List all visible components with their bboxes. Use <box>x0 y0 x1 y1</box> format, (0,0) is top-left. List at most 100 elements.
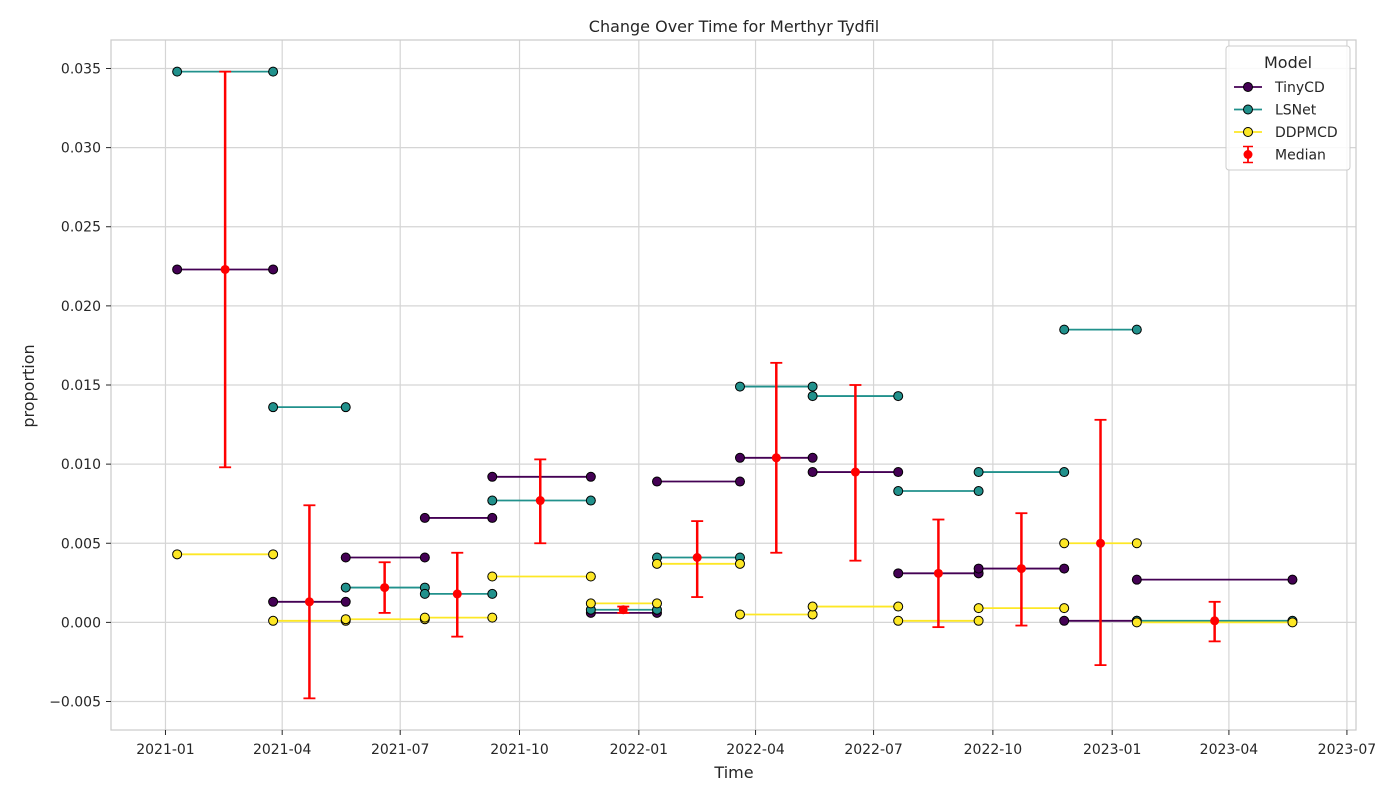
legend-label-median: Median <box>1275 148 1326 164</box>
legend-marker-tinycd <box>1243 82 1253 92</box>
median-point <box>692 553 702 562</box>
data-point-ddpmcd <box>893 601 904 612</box>
data-point-ddpmcd <box>1059 538 1070 549</box>
data-point-lsnet <box>734 381 745 392</box>
data-point-ddpmcd <box>419 612 430 623</box>
y-tick-label: 0.020 <box>61 299 101 315</box>
median-layer <box>219 70 1221 700</box>
data-point-ddpmcd <box>585 571 596 582</box>
data-point-ddpmcd <box>651 598 662 609</box>
median-point <box>380 583 390 593</box>
data-point-ddpmcd <box>973 603 984 614</box>
x-axis-ticks: 2021-01 2021-04 2021-07 2021-10 2022-01 2022-… <box>136 730 1376 758</box>
median-point <box>1016 564 1026 574</box>
data-point-ddpmcd <box>1059 603 1070 614</box>
y-tick-label: 0.010 <box>61 457 101 473</box>
data-point-lsnet <box>487 588 498 599</box>
legend-label-lsnet: LSNet <box>1275 103 1317 119</box>
x-tick-label: 2022-07 <box>844 742 903 758</box>
data-point-tinycd <box>734 476 745 487</box>
data-point-ddpmcd <box>893 615 904 626</box>
data-point-tinycd <box>487 512 498 523</box>
data-point-tinycd <box>585 471 596 482</box>
data-point-ddpmcd <box>1287 617 1298 628</box>
y-tick-label: 0.015 <box>61 378 101 394</box>
data-point-lsnet <box>807 381 818 392</box>
legend-label-ddpmcd: DDPMCD <box>1275 125 1338 141</box>
data-point-ddpmcd <box>1131 617 1142 628</box>
data-point-lsnet <box>172 66 183 77</box>
median-point <box>1096 538 1106 548</box>
legend-title: Model <box>1264 53 1312 72</box>
data-point-lsnet <box>973 467 984 478</box>
data-point-tinycd <box>340 596 351 607</box>
legend-marker-ddpmcd <box>1243 127 1253 137</box>
chart-title: Change Over Time for Merthyr Tydfil <box>589 17 879 36</box>
data-point-lsnet <box>893 391 904 402</box>
data-point-tinycd <box>268 264 279 275</box>
data-point-ddpmcd <box>172 549 183 560</box>
x-tick-label: 2023-04 <box>1200 742 1259 758</box>
legend: Model TinyCD LSNet DDPMCD Median <box>1225 45 1351 171</box>
data-point-ddpmcd <box>734 558 745 569</box>
median-point <box>304 597 314 607</box>
data-point-ddpmcd <box>585 598 596 609</box>
data-point-lsnet <box>340 582 351 593</box>
y-tick-label: −0.005 <box>49 695 101 711</box>
data-point-tinycd <box>1131 574 1142 585</box>
data-point-tinycd <box>893 467 904 478</box>
y-axis-title: proportion <box>19 344 38 427</box>
data-point-ddpmcd <box>268 615 279 626</box>
data-point-ddpmcd <box>734 609 745 620</box>
data-point-tinycd <box>807 467 818 478</box>
data-point-tinycd <box>419 552 430 563</box>
data-point-ddpmcd <box>651 558 662 569</box>
y-axis-ticks: −0.005 0.000 0.005 0.010 0.015 0.020 0.025 0.03… <box>49 61 111 711</box>
data-point-lsnet <box>585 495 596 506</box>
median-point <box>850 467 860 477</box>
legend-marker-lsnet <box>1243 104 1253 115</box>
x-tick-label: 2021-10 <box>490 742 549 758</box>
data-point-tinycd <box>268 596 279 607</box>
y-tick-label: 0.000 <box>61 615 101 631</box>
median-point <box>1210 616 1220 626</box>
data-point-tinycd <box>419 512 430 523</box>
data-point-lsnet <box>807 391 818 402</box>
legend-entries: TinyCD LSNet DDPMCD Median <box>1234 80 1338 164</box>
data-point-lsnet <box>487 495 498 506</box>
data-point-tinycd <box>807 452 818 463</box>
median-point <box>220 264 230 274</box>
data-point-ddpmcd <box>487 571 498 582</box>
median-point <box>535 496 545 506</box>
data-point-tinycd <box>1059 615 1070 626</box>
y-tick-label: 0.025 <box>61 220 101 236</box>
data-point-lsnet <box>268 66 279 77</box>
data-point-lsnet <box>268 402 279 413</box>
data-point-ddpmcd <box>487 612 498 623</box>
median-point <box>771 453 781 463</box>
x-tick-label: 2021-07 <box>371 742 430 758</box>
x-tick-label: 2022-01 <box>610 742 669 758</box>
data-point-lsnet <box>893 486 904 497</box>
median-point <box>618 605 628 615</box>
y-tick-label: 0.030 <box>61 141 101 157</box>
data-point-tinycd <box>1287 574 1298 585</box>
x-tick-label: 2021-04 <box>253 742 312 758</box>
x-tick-label: 2021-01 <box>136 742 195 758</box>
x-tick-label: 2022-10 <box>964 742 1023 758</box>
median-point <box>933 568 943 578</box>
x-tick-label: 2023-07 <box>1318 742 1377 758</box>
data-point-ddpmcd <box>1131 538 1142 549</box>
median-point <box>452 589 462 599</box>
data-point-tinycd <box>340 552 351 563</box>
x-tick-label: 2023-01 <box>1083 742 1142 758</box>
data-point-tinycd <box>651 476 662 487</box>
data-point-lsnet <box>1131 324 1142 335</box>
data-point-ddpmcd <box>340 614 351 625</box>
legend-marker-median <box>1243 150 1253 159</box>
data-point-lsnet <box>340 402 351 413</box>
data-point-lsnet <box>419 588 430 599</box>
data-point-ddpmcd <box>807 601 818 612</box>
